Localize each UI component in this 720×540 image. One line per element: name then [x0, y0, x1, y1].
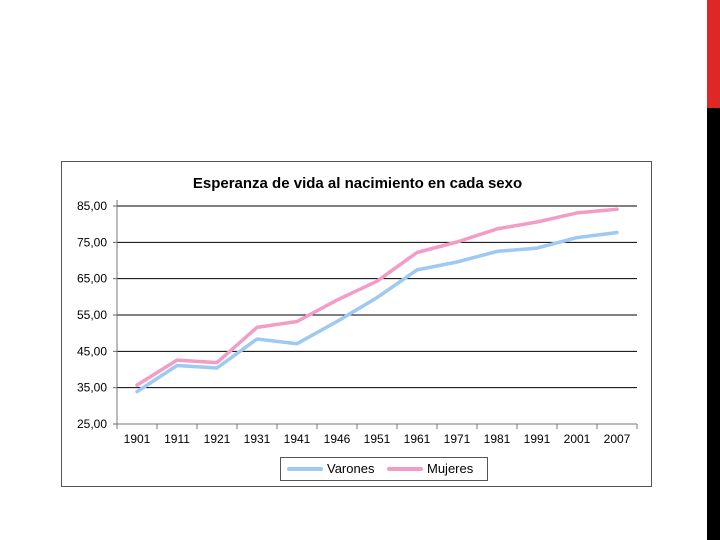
series-line-mujeres — [135, 207, 619, 387]
x-tick-label: 1991 — [524, 432, 551, 446]
series-line-varones — [135, 230, 619, 394]
x-tick-label: 1931 — [244, 432, 271, 446]
x-tick-label: 1921 — [204, 432, 231, 446]
legend-item-varones: Varones — [287, 461, 374, 476]
chart-container: Esperanza de vida al nacimiento en cada … — [61, 161, 652, 487]
x-tick-label: 1981 — [484, 432, 511, 446]
y-tick-label: 55,00 — [77, 308, 107, 322]
x-tick-label: 1911 — [164, 432, 190, 446]
legend-label-varones: Varones — [327, 461, 375, 476]
y-tick-label: 45,00 — [77, 344, 107, 358]
legend-swatch-varones — [287, 466, 323, 471]
y-tick-label: 75,00 — [77, 235, 107, 249]
x-tick-label: 2007 — [604, 432, 631, 446]
x-tick-label: 2001 — [564, 432, 591, 446]
side-accent-red — [707, 0, 720, 108]
x-tick-label: 1961 — [404, 432, 431, 446]
x-tick-label: 1901 — [124, 432, 151, 446]
legend-swatch-mujeres — [387, 466, 423, 471]
legend-item-mujeres: Mujeres — [387, 461, 473, 476]
x-tick-label: 1951 — [364, 432, 391, 446]
legend-label-mujeres: Mujeres — [427, 461, 474, 476]
y-tick-label: 25,00 — [77, 417, 107, 431]
x-tick-label: 1946 — [324, 432, 351, 446]
side-accent-bar — [707, 0, 720, 540]
legend: Varones Mujeres — [280, 457, 488, 481]
chart-title: Esperanza de vida al nacimiento en cada … — [192, 175, 523, 192]
x-tick-label: 1971 — [444, 432, 471, 446]
y-tick-label: 35,00 — [77, 381, 107, 395]
y-tick-label: 85,00 — [77, 199, 107, 213]
x-tick-label: 1941 — [284, 432, 311, 446]
y-tick-label: 65,00 — [77, 272, 107, 286]
chart-plot: 25,00 35,00 45,00 55,00 65,00 75,00 85,00 1901 1… — [77, 199, 638, 446]
